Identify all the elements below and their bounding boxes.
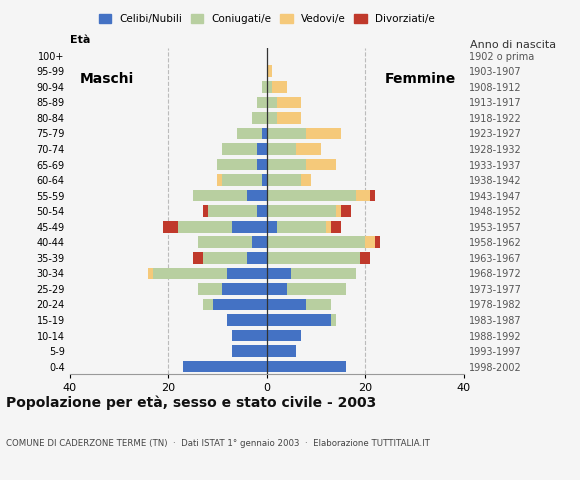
Bar	[277, 112, 301, 124]
Bar	[267, 159, 306, 170]
Bar	[257, 96, 267, 108]
Bar	[193, 190, 247, 202]
Text: Femmine: Femmine	[385, 72, 456, 86]
Bar	[336, 205, 340, 217]
Bar	[247, 190, 267, 202]
Bar	[287, 283, 346, 295]
Bar	[257, 159, 267, 170]
Bar	[267, 128, 306, 139]
Bar	[212, 299, 267, 310]
Bar	[356, 190, 370, 202]
Bar	[301, 174, 311, 186]
Bar	[267, 330, 301, 341]
Bar	[267, 65, 271, 77]
Bar	[227, 267, 267, 279]
Bar	[203, 299, 212, 310]
Bar	[271, 81, 287, 93]
Bar	[370, 190, 375, 202]
Bar	[232, 345, 267, 357]
Bar	[267, 314, 331, 326]
Bar	[267, 96, 277, 108]
Bar	[218, 159, 257, 170]
Bar	[267, 221, 277, 233]
Bar	[375, 237, 380, 248]
Bar	[267, 81, 271, 93]
Bar	[257, 143, 267, 155]
Bar	[198, 283, 222, 295]
Bar	[148, 267, 153, 279]
Bar	[252, 237, 267, 248]
Bar	[267, 237, 365, 248]
Bar	[252, 112, 267, 124]
Bar	[262, 174, 267, 186]
Bar	[222, 143, 257, 155]
Bar	[247, 252, 267, 264]
Bar	[360, 252, 370, 264]
Bar	[267, 205, 336, 217]
Bar	[193, 252, 202, 264]
Bar	[267, 112, 277, 124]
Legend: Celibi/Nubili, Coniugati/e, Vedovi/e, Divorziati/e: Celibi/Nubili, Coniugati/e, Vedovi/e, Di…	[99, 14, 434, 24]
Bar	[267, 345, 296, 357]
Bar	[153, 267, 227, 279]
Bar	[267, 283, 287, 295]
Text: COMUNE DI CADERZONE TERME (TN)  ·  Dati ISTAT 1° gennaio 2003  ·  Elaborazione T: COMUNE DI CADERZONE TERME (TN) · Dati IS…	[6, 439, 430, 448]
Bar	[331, 221, 341, 233]
Bar	[306, 159, 336, 170]
Bar	[365, 237, 375, 248]
Bar	[232, 221, 267, 233]
Bar	[296, 143, 321, 155]
Bar	[267, 143, 296, 155]
Bar	[340, 205, 350, 217]
Text: Anno di nascita: Anno di nascita	[470, 40, 556, 50]
Bar	[262, 128, 267, 139]
Text: Età: Età	[70, 35, 90, 45]
Bar	[267, 299, 306, 310]
Bar	[267, 267, 291, 279]
Bar	[277, 96, 301, 108]
Text: Maschi: Maschi	[79, 72, 134, 86]
Bar	[277, 221, 326, 233]
Bar	[267, 190, 356, 202]
Bar	[183, 361, 267, 372]
Bar	[267, 252, 360, 264]
Bar	[163, 221, 178, 233]
Bar	[198, 237, 252, 248]
Bar	[331, 314, 336, 326]
Bar	[237, 128, 262, 139]
Bar	[202, 205, 208, 217]
Bar	[202, 252, 247, 264]
Bar	[222, 174, 262, 186]
Bar	[218, 174, 222, 186]
Bar	[262, 81, 267, 93]
Bar	[178, 221, 232, 233]
Bar	[208, 205, 257, 217]
Bar	[257, 205, 267, 217]
Bar	[306, 128, 340, 139]
Bar	[306, 299, 331, 310]
Bar	[267, 174, 301, 186]
Bar	[267, 361, 346, 372]
Bar	[326, 221, 331, 233]
Text: Popolazione per età, sesso e stato civile - 2003: Popolazione per età, sesso e stato civil…	[6, 396, 376, 410]
Bar	[222, 283, 267, 295]
Bar	[291, 267, 356, 279]
Bar	[232, 330, 267, 341]
Bar	[227, 314, 267, 326]
